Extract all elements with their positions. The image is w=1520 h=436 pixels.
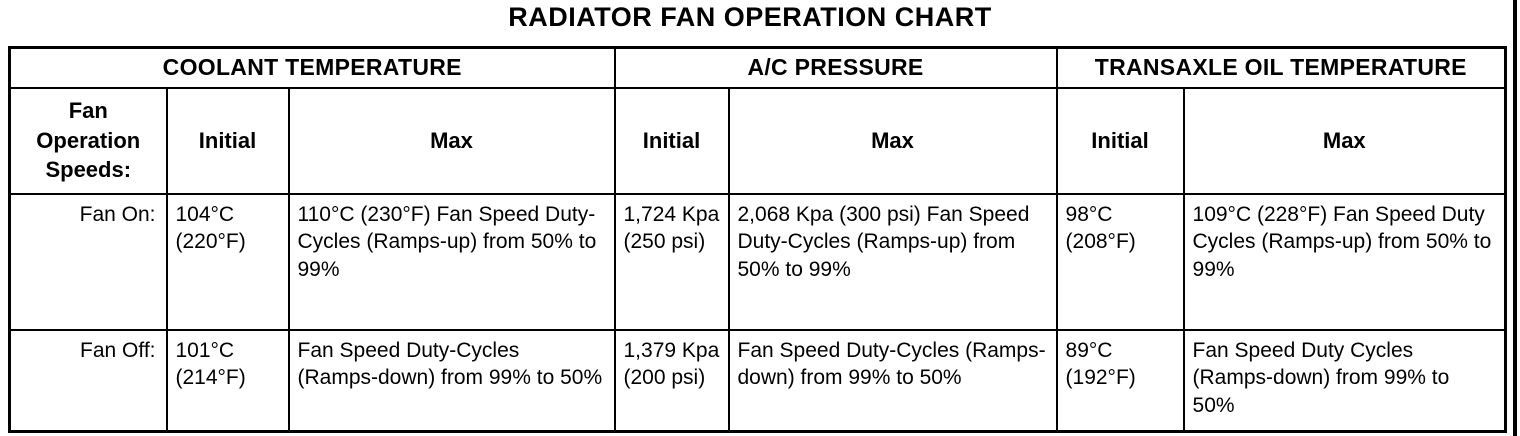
col-header-ac-initial: Initial <box>613 86 730 195</box>
cell-fan-on-ac-max: 2,068 Kpa (300 psi) Fan Speed Duty-Cycle… <box>727 192 1058 331</box>
col-header-fan-operation-speeds: Fan Operation Speeds: <box>8 86 168 195</box>
row-label-fan-off: Fan Off: <box>8 328 168 433</box>
cell-fan-on-ac-initial: 1,724 Kpa (250 psi) <box>613 192 730 331</box>
cell-fan-off-coolant-initial: 101°C (214°F) <box>165 328 290 433</box>
cell-fan-off-coolant-max: Fan Speed Duty-Cycles (Ramps-down) from … <box>287 328 616 433</box>
cell-fan-on-transaxle-initial: 98°C (208°F) <box>1055 192 1185 331</box>
cell-fan-off-transaxle-initial: 89°C (192°F) <box>1055 328 1185 433</box>
cell-fan-off-transaxle-max: Fan Speed Duty Cycles (Ramps-down) from … <box>1182 328 1507 433</box>
col-header-transaxle-max: Max <box>1182 86 1507 195</box>
cell-fan-on-coolant-max: 110°C (230°F) Fan Speed Duty-Cycles (Ram… <box>287 192 616 331</box>
row-label-fan-on: Fan On: <box>8 192 168 331</box>
cell-fan-on-coolant-initial: 104°C (220°F) <box>165 192 290 331</box>
col-header-ac-max: Max <box>727 86 1058 195</box>
table-row-fan-off: Fan Off: 101°C (214°F) Fan Speed Duty-Cy… <box>8 328 1507 433</box>
fan-operation-table: COOLANT TEMPERATURE A/C PRESSURE TRANSAX… <box>8 46 1508 433</box>
cell-fan-off-ac-max: Fan Speed Duty-Cycles (Ramps-down) from … <box>727 328 1058 433</box>
column-header-row: Fan Operation Speeds: Initial Max Initia… <box>8 86 1507 195</box>
cell-fan-off-ac-initial: 1,379 Kpa (200 psi) <box>613 328 730 433</box>
group-header-row: COOLANT TEMPERATURE A/C PRESSURE TRANSAX… <box>8 46 1507 89</box>
cell-fan-on-transaxle-max: 109°C (228°F) Fan Speed Duty Cycles (Ram… <box>1182 192 1507 331</box>
group-header-ac-pressure: A/C PRESSURE <box>613 46 1058 89</box>
chart-title: RADIATOR FAN OPERATION CHART <box>508 2 992 32</box>
col-header-coolant-initial: Initial <box>165 86 290 195</box>
group-header-coolant-temperature: COOLANT TEMPERATURE <box>8 46 616 89</box>
page-edge-divider <box>1513 0 1517 436</box>
table-row-fan-on: Fan On: 104°C (220°F) 110°C (230°F) Fan … <box>8 192 1507 331</box>
col-header-coolant-max: Max <box>287 86 616 195</box>
group-header-transaxle-oil-temperature: TRANSAXLE OIL TEMPERATURE <box>1055 46 1507 89</box>
col-header-transaxle-initial: Initial <box>1055 86 1185 195</box>
